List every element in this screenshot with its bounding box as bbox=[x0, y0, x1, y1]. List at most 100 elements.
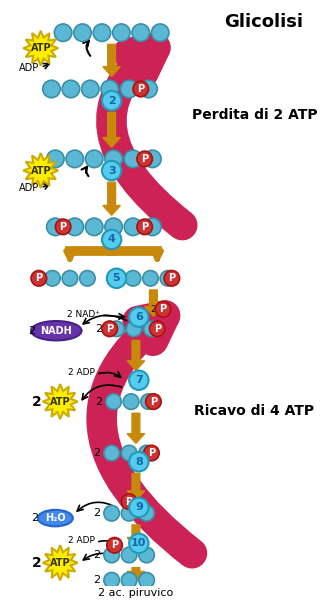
Circle shape bbox=[140, 80, 157, 98]
Polygon shape bbox=[43, 545, 78, 580]
Text: 2: 2 bbox=[32, 556, 42, 570]
Circle shape bbox=[93, 24, 111, 41]
Circle shape bbox=[66, 150, 83, 167]
Circle shape bbox=[31, 271, 47, 286]
Circle shape bbox=[45, 271, 60, 286]
Circle shape bbox=[129, 307, 148, 327]
Text: ATP: ATP bbox=[50, 397, 71, 407]
Text: P: P bbox=[159, 304, 167, 314]
Text: 2: 2 bbox=[95, 324, 103, 334]
Circle shape bbox=[54, 24, 72, 41]
Circle shape bbox=[151, 24, 169, 41]
Circle shape bbox=[66, 218, 83, 236]
Text: 2: 2 bbox=[93, 508, 101, 518]
Text: ADP: ADP bbox=[19, 183, 39, 193]
Circle shape bbox=[121, 547, 137, 563]
Circle shape bbox=[139, 572, 154, 588]
Text: 2: 2 bbox=[95, 397, 103, 407]
Circle shape bbox=[85, 218, 103, 236]
FancyArrow shape bbox=[103, 182, 120, 215]
Text: 7: 7 bbox=[135, 375, 143, 385]
FancyArrow shape bbox=[127, 473, 145, 500]
Circle shape bbox=[146, 394, 161, 409]
Text: ATP: ATP bbox=[50, 558, 71, 568]
Text: 5: 5 bbox=[113, 274, 120, 283]
Circle shape bbox=[107, 538, 122, 553]
Circle shape bbox=[124, 218, 142, 236]
Circle shape bbox=[137, 151, 152, 167]
Circle shape bbox=[144, 321, 159, 337]
Text: P: P bbox=[106, 324, 113, 334]
Circle shape bbox=[144, 445, 159, 461]
Text: ATP: ATP bbox=[30, 43, 51, 53]
Polygon shape bbox=[23, 153, 58, 188]
Text: Glicolisi: Glicolisi bbox=[224, 13, 304, 31]
Circle shape bbox=[144, 218, 161, 236]
Circle shape bbox=[62, 80, 80, 98]
Circle shape bbox=[139, 547, 154, 563]
Circle shape bbox=[107, 269, 126, 288]
Circle shape bbox=[105, 218, 122, 236]
Text: 2 ac. piruvico: 2 ac. piruvico bbox=[98, 588, 174, 598]
Text: H₂O: H₂O bbox=[45, 513, 66, 523]
Text: P: P bbox=[168, 274, 176, 283]
Polygon shape bbox=[23, 31, 58, 65]
Ellipse shape bbox=[38, 510, 73, 526]
Circle shape bbox=[149, 321, 165, 337]
Ellipse shape bbox=[31, 321, 82, 340]
Circle shape bbox=[102, 91, 121, 110]
Polygon shape bbox=[43, 384, 78, 419]
Text: 2: 2 bbox=[93, 448, 101, 458]
Text: Ricavo di 4 ATP: Ricavo di 4 ATP bbox=[194, 404, 314, 418]
Circle shape bbox=[47, 150, 64, 167]
Circle shape bbox=[105, 150, 122, 167]
Circle shape bbox=[120, 80, 138, 98]
FancyArrow shape bbox=[127, 525, 145, 547]
Text: P: P bbox=[125, 497, 133, 506]
Circle shape bbox=[74, 24, 91, 41]
Text: P: P bbox=[150, 397, 157, 407]
Text: ATP: ATP bbox=[30, 166, 51, 176]
Text: P: P bbox=[141, 154, 148, 164]
Text: 2: 2 bbox=[93, 550, 101, 560]
Circle shape bbox=[141, 394, 156, 409]
Circle shape bbox=[62, 271, 78, 286]
Circle shape bbox=[104, 572, 119, 588]
Circle shape bbox=[123, 394, 139, 409]
Text: 2: 2 bbox=[31, 513, 39, 523]
Circle shape bbox=[126, 321, 142, 337]
Circle shape bbox=[129, 533, 148, 553]
Text: 2: 2 bbox=[32, 395, 42, 409]
FancyArrow shape bbox=[127, 340, 145, 371]
FancyArrow shape bbox=[127, 413, 145, 443]
Text: P: P bbox=[141, 222, 148, 232]
Circle shape bbox=[125, 271, 141, 286]
Circle shape bbox=[102, 161, 121, 180]
Text: Perdita di 2 ATP: Perdita di 2 ATP bbox=[191, 108, 317, 122]
Text: 2 ADP: 2 ADP bbox=[68, 536, 95, 545]
Text: 9: 9 bbox=[135, 502, 143, 512]
FancyArrow shape bbox=[103, 112, 120, 147]
Text: P: P bbox=[35, 274, 42, 283]
Circle shape bbox=[121, 445, 137, 461]
Circle shape bbox=[121, 494, 137, 509]
Text: P: P bbox=[59, 222, 67, 232]
Circle shape bbox=[47, 218, 64, 236]
FancyArrow shape bbox=[103, 44, 120, 76]
Circle shape bbox=[144, 150, 161, 167]
Circle shape bbox=[132, 24, 149, 41]
Text: 3: 3 bbox=[108, 166, 116, 176]
Circle shape bbox=[139, 445, 154, 461]
FancyArrow shape bbox=[145, 290, 162, 316]
Circle shape bbox=[113, 24, 130, 41]
Circle shape bbox=[129, 371, 148, 390]
Circle shape bbox=[102, 321, 117, 337]
Circle shape bbox=[143, 271, 158, 286]
Circle shape bbox=[160, 271, 176, 286]
Circle shape bbox=[133, 81, 148, 97]
Text: ADP: ADP bbox=[19, 62, 39, 73]
Circle shape bbox=[129, 452, 148, 472]
FancyArrow shape bbox=[127, 568, 145, 581]
Circle shape bbox=[139, 505, 154, 521]
Text: 10: 10 bbox=[131, 538, 147, 548]
